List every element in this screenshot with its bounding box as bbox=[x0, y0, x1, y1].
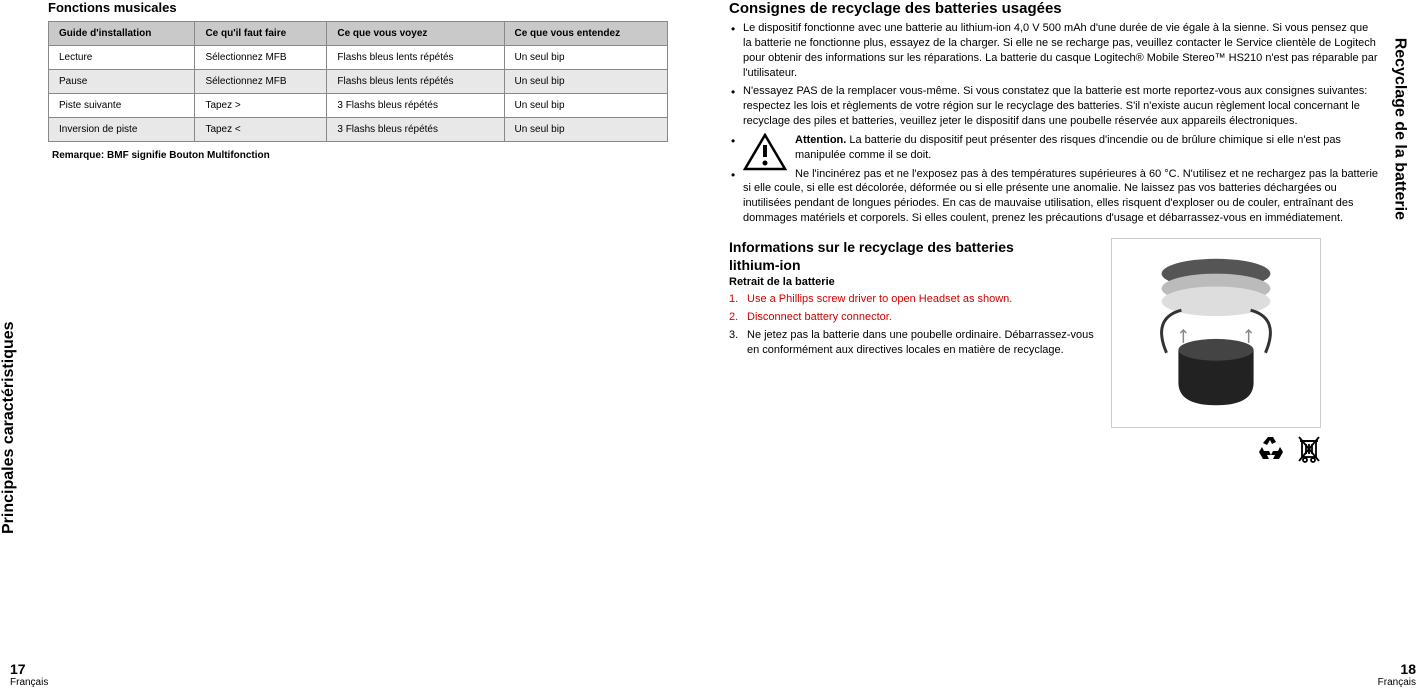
battery-steps-list: Use a Phillips screw driver to open Head… bbox=[729, 292, 1099, 357]
page-num-18: 18 bbox=[1378, 661, 1416, 677]
page-left: Principales caractéristiques Fonctions m… bbox=[0, 0, 713, 694]
heading-recycling: Consignes de recyclage des batteries usa… bbox=[729, 0, 1378, 17]
page-right: Recyclage de la batterie Consignes de re… bbox=[713, 0, 1426, 694]
side-label-left: Principales caractéristiques bbox=[0, 321, 18, 534]
table-row: LectureSélectionnez MFBFlashs bleus lent… bbox=[49, 46, 668, 70]
table-row: Inversion de pisteTapez <3 Flashs bleus … bbox=[49, 118, 668, 142]
left-content: Fonctions musicales Guide d'installation… bbox=[48, 0, 713, 161]
table-cell: Inversion de piste bbox=[49, 118, 195, 142]
table-header: Ce que vous voyez bbox=[327, 22, 504, 46]
page-num-17: 17 bbox=[10, 661, 48, 677]
step-item: Disconnect battery connector. bbox=[729, 310, 1099, 325]
no-bin-icon bbox=[1293, 433, 1325, 468]
page-number-right: 18 Français bbox=[1378, 661, 1416, 688]
bullet-4: Ne l'incinérez pas et ne l'exposez pas à… bbox=[729, 167, 1378, 226]
table-header: Ce qu'il faut faire bbox=[195, 22, 327, 46]
bullet-2: N'essayez PAS de la remplacer vous-même.… bbox=[729, 84, 1378, 129]
step-item: Ne jetez pas la batterie dans une poubel… bbox=[729, 328, 1099, 358]
subheading-removal: Retrait de la batterie bbox=[729, 276, 1099, 288]
battery-removal-figure bbox=[1111, 238, 1321, 428]
table-header: Ce que vous entendez bbox=[504, 22, 668, 46]
table-cell: Pause bbox=[49, 70, 195, 94]
bullet-1: Le dispositif fonctionne avec une batter… bbox=[729, 21, 1378, 80]
side-label-right: Recyclage de la batterie bbox=[1390, 38, 1408, 220]
table-row: PauseSélectionnez MFBFlashs bleus lents … bbox=[49, 70, 668, 94]
page-number-left: 17 Français bbox=[10, 661, 48, 688]
attention-label: Attention. bbox=[795, 134, 846, 146]
table-cell: Lecture bbox=[49, 46, 195, 70]
table-cell: Flashs bleus lents répétés bbox=[327, 70, 504, 94]
info-section: Informations sur le recyclage des batter… bbox=[729, 238, 1378, 428]
bullet-3-text: La batterie du dispositif peut présenter… bbox=[795, 134, 1341, 161]
step-item: Use a Phillips screw driver to open Head… bbox=[729, 292, 1099, 307]
table-cell: Un seul bip bbox=[504, 70, 668, 94]
table-row: Piste suivanteTapez >3 Flashs bleus répé… bbox=[49, 94, 668, 118]
table-header: Guide d'installation bbox=[49, 22, 195, 46]
recycle-icons-row bbox=[1255, 433, 1325, 468]
music-functions-table: Guide d'installationCe qu'il faut faireC… bbox=[48, 21, 668, 142]
table-cell: Piste suivante bbox=[49, 94, 195, 118]
bullet-3: Attention. La batterie du dispositif peu… bbox=[729, 133, 1378, 163]
table-cell: Tapez < bbox=[195, 118, 327, 142]
recycling-bullets: Le dispositif fonctionne avec une batter… bbox=[729, 21, 1378, 226]
page-lang-right: Français bbox=[1378, 677, 1416, 688]
table-cell: Flashs bleus lents répétés bbox=[327, 46, 504, 70]
table-cell: Tapez > bbox=[195, 94, 327, 118]
page-lang-left: Français bbox=[10, 677, 48, 688]
recycle-icon bbox=[1255, 433, 1287, 468]
table-cell: 3 Flashs bleus répétés bbox=[327, 94, 504, 118]
table-cell: Un seul bip bbox=[504, 46, 668, 70]
section-title-musical: Fonctions musicales bbox=[48, 0, 673, 15]
table-cell: Sélectionnez MFB bbox=[195, 70, 327, 94]
table-cell: Un seul bip bbox=[504, 118, 668, 142]
table-cell: Un seul bip bbox=[504, 94, 668, 118]
table-cell: Sélectionnez MFB bbox=[195, 46, 327, 70]
table-note: Remarque: BMF signifie Bouton Multifonct… bbox=[52, 150, 673, 161]
table-cell: 3 Flashs bleus répétés bbox=[327, 118, 504, 142]
heading-lithium-info: Informations sur le recyclage des batter… bbox=[729, 238, 1099, 274]
